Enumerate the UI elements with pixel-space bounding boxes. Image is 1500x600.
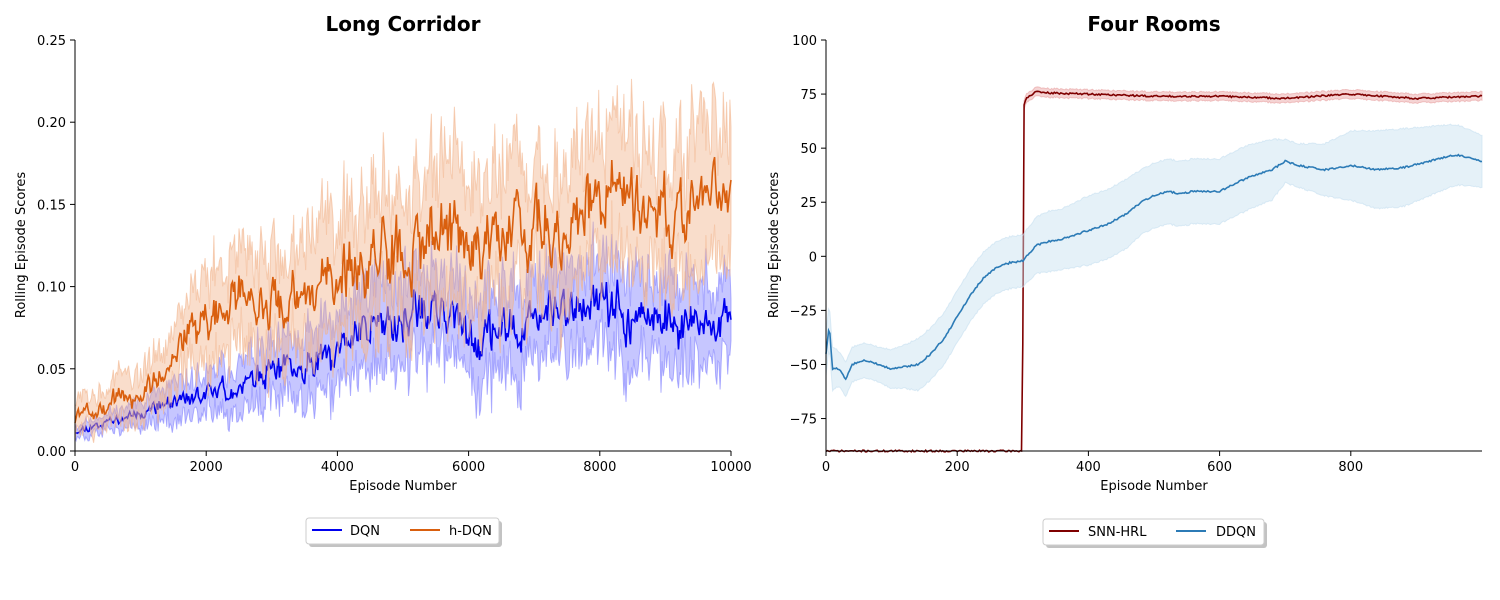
y-tick-label: 0 <box>809 250 817 265</box>
y-axis-label: Rolling Episode Scores <box>767 172 782 318</box>
y-tick-label: 0.20 <box>37 116 66 131</box>
y-tick-label: 0.15 <box>37 198 66 213</box>
series-line-dqn <box>74 279 732 435</box>
x-tick-label: 4000 <box>321 460 354 475</box>
x-tick-label: 400 <box>1076 460 1101 475</box>
x-tick-label: 2000 <box>190 460 223 475</box>
legend-label-snn-hrl: SNN-HRL <box>1088 525 1147 540</box>
legend: DQN h-DQN <box>305 517 502 547</box>
legend-label-h-dqn: h-DQN <box>449 524 492 539</box>
legend-box <box>1042 518 1265 546</box>
chart-panel-long-corridor: Long Corridor 0 2000 4000 6000 8000 10000 0.00… <box>14 12 752 547</box>
x-tick-label: 200 <box>945 460 970 475</box>
y-axis-label: Rolling Episode Scores <box>14 172 29 318</box>
y-tick-label: 0.10 <box>37 281 66 296</box>
legend: SNN-HRL DDQN <box>1042 518 1267 548</box>
x-tick-label: 600 <box>1207 460 1232 475</box>
x-tick-label: 8000 <box>583 460 616 475</box>
y-tick-label: 100 <box>792 34 817 49</box>
x-tick-label: 6000 <box>452 460 485 475</box>
x-tick-label: 10000 <box>710 460 751 475</box>
y-tick-label: −50 <box>790 358 817 373</box>
y-tick-label: 50 <box>800 142 817 157</box>
chart-panel-four-rooms: Four Rooms 0 200 400 600 800 −75 −50 −25 0 25 50 75… <box>767 12 1483 548</box>
y-tick-label: 0.05 <box>37 363 66 378</box>
legend-label-dqn: DQN <box>350 524 380 539</box>
legend-label-ddqn: DDQN <box>1216 525 1256 540</box>
y-tick-label: 75 <box>800 88 817 103</box>
y-tick-label: −75 <box>790 413 817 428</box>
series-line-h-dqn <box>74 156 732 424</box>
x-tick-label: 800 <box>1338 460 1363 475</box>
chart-title: Long Corridor <box>326 12 481 36</box>
x-axis-label: Episode Number <box>349 479 457 494</box>
confidence-band-ddqn <box>825 123 1483 398</box>
y-tick-label: 25 <box>800 196 817 211</box>
y-tick-label: −25 <box>790 304 817 319</box>
legend-box <box>305 517 500 545</box>
series-line-ddqn <box>825 153 1483 381</box>
confidence-band-snn-hrl <box>825 86 1483 453</box>
x-tick-label: 0 <box>822 460 830 475</box>
x-tick-label: 0 <box>71 460 79 475</box>
plot-area: 0 2000 4000 6000 8000 10000 0.00 0.05 0.10 0.15 0.… <box>37 34 752 475</box>
chart-title: Four Rooms <box>1087 12 1220 36</box>
plot-area: 0 200 400 600 800 −75 −50 −25 0 25 50 75 100 <box>790 34 1483 475</box>
y-tick-label: 0.00 <box>37 445 66 460</box>
y-tick-label: 0.25 <box>37 34 66 49</box>
x-axis-label: Episode Number <box>1100 479 1208 494</box>
